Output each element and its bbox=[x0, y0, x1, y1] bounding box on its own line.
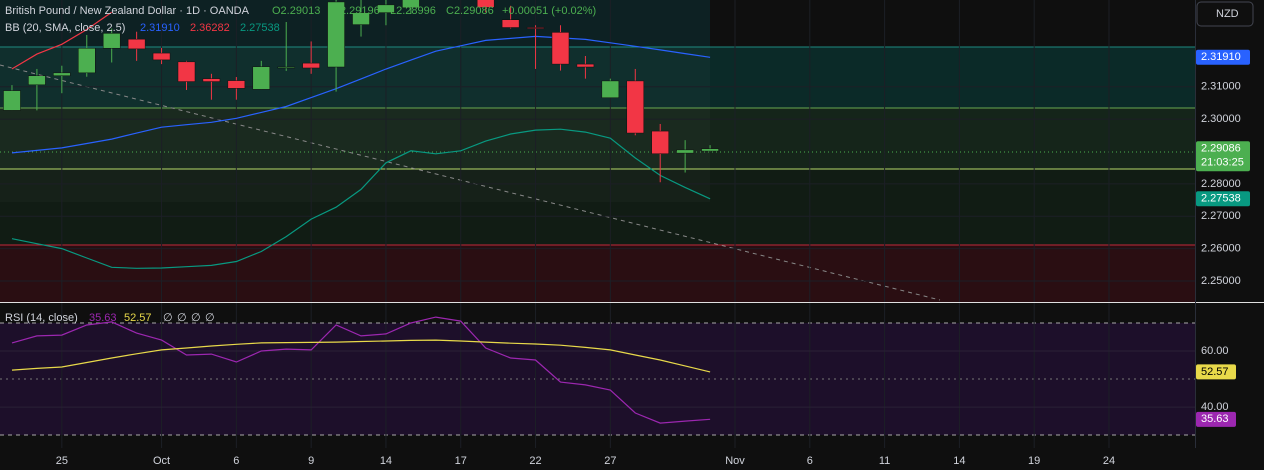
x-tick-label: Nov bbox=[725, 455, 745, 467]
axes: 25 Oct 6 9 14 17 22 27 Nov 6 11 14 19 24 2.31000 2.3000… bbox=[56, 49, 1250, 467]
bb-name: BB (20, SMA, close, 2.5) bbox=[5, 22, 125, 34]
x-tick-label: 11 bbox=[879, 455, 890, 467]
bb-line bbox=[11, 128, 711, 269]
candle-body bbox=[402, 0, 420, 9]
zone bbox=[0, 245, 1195, 302]
axis-price-label: 2.31910 bbox=[1201, 51, 1241, 63]
price-pane bbox=[3, 0, 719, 269]
rsi-empty: ∅ bbox=[205, 312, 215, 324]
rsi-line bbox=[11, 339, 711, 373]
zone bbox=[0, 47, 1195, 108]
candle-body bbox=[3, 90, 21, 111]
x-tick-label: 19 bbox=[1028, 455, 1040, 467]
rsi-empty: ∅ bbox=[163, 312, 173, 324]
axis-price-box bbox=[1196, 141, 1250, 172]
rsi-value: 35.63 bbox=[89, 312, 117, 324]
candle-body bbox=[526, 27, 545, 29]
candle-body bbox=[476, 0, 495, 8]
candle-body bbox=[102, 33, 121, 49]
candle-body bbox=[152, 52, 171, 61]
candle-body bbox=[252, 66, 271, 90]
axis-price-box bbox=[1196, 49, 1250, 65]
candle-body bbox=[576, 63, 595, 68]
axis-price-box bbox=[1196, 191, 1250, 207]
candle-body bbox=[676, 149, 694, 154]
rsi-pane bbox=[11, 316, 711, 424]
bb-value: 2.36282 bbox=[190, 22, 230, 34]
candle-body bbox=[302, 62, 320, 69]
symbol: British Pound / New Zealand Dollar · 1D … bbox=[5, 5, 250, 17]
y-tick-label: 2.30000 bbox=[1201, 113, 1241, 125]
axis-price-label: 2.29086 bbox=[1201, 143, 1241, 155]
bb-value: 2.31910 bbox=[140, 22, 180, 34]
candle-body bbox=[551, 32, 570, 65]
zone bbox=[0, 169, 1195, 245]
rsi-line bbox=[11, 316, 711, 424]
y-tick-label: 2.27000 bbox=[1201, 210, 1241, 222]
countdown: 21:03:25 bbox=[1201, 157, 1244, 169]
ohlc-close: C2.29086 bbox=[446, 5, 494, 17]
ohlc-open: O2.29013 bbox=[272, 5, 320, 17]
bb-value: 2.27538 bbox=[240, 22, 280, 34]
y-tick-label: 2.26000 bbox=[1201, 242, 1241, 254]
currency-button-frame[interactable] bbox=[1196, 1, 1254, 27]
candle-body bbox=[601, 80, 620, 99]
candle-body bbox=[277, 66, 295, 69]
candle-body bbox=[177, 61, 196, 82]
rsi-value-box bbox=[1196, 364, 1236, 380]
candle-body bbox=[501, 19, 520, 28]
zone bbox=[0, 108, 1195, 169]
candle-body bbox=[352, 12, 370, 25]
zone bbox=[0, 47, 710, 202]
candle-body bbox=[651, 130, 669, 155]
rsi-tick-label: 40.00 bbox=[1201, 401, 1229, 413]
x-tick-label: 27 bbox=[604, 455, 616, 467]
rsi-value-label: 35.63 bbox=[1201, 413, 1229, 425]
rsi-tick-label: 60.00 bbox=[1201, 345, 1229, 357]
rsi-name: RSI (14, close) bbox=[5, 312, 78, 324]
axis-price-label: 2.27538 bbox=[1201, 193, 1241, 205]
grid bbox=[0, 0, 1195, 448]
candle-body bbox=[28, 75, 46, 86]
x-tick-label: 22 bbox=[529, 455, 541, 467]
candle-body bbox=[327, 1, 345, 68]
currency-button[interactable]: NZD bbox=[1196, 1, 1254, 27]
x-tick-label: Oct bbox=[153, 455, 170, 467]
rsi-value-label: 52.57 bbox=[1201, 366, 1229, 378]
currency[interactable]: NZD bbox=[1216, 8, 1239, 20]
rsi-value: 52.57 bbox=[124, 312, 152, 324]
candle-body bbox=[53, 72, 71, 76]
ohlc-high: H2.29196 bbox=[332, 5, 380, 17]
y-tick-label: 2.25000 bbox=[1201, 275, 1241, 287]
candle-body bbox=[227, 80, 246, 89]
rsi-empty: ∅ bbox=[177, 312, 187, 324]
x-tick-label: 6 bbox=[807, 455, 813, 467]
candle-body bbox=[626, 80, 645, 134]
trend-line bbox=[0, 64, 941, 301]
x-tick-label: 25 bbox=[56, 455, 68, 467]
y-tick-label: 2.31000 bbox=[1201, 81, 1241, 93]
candle-body bbox=[202, 78, 221, 82]
bb-line bbox=[11, 11, 113, 70]
y-tick-label: 2.28000 bbox=[1201, 178, 1241, 190]
ohlc-low: L2.28996 bbox=[390, 5, 436, 17]
candle-body bbox=[127, 38, 146, 50]
x-tick-label: 14 bbox=[953, 455, 965, 467]
rsi-value-box bbox=[1196, 411, 1236, 427]
candle-body bbox=[377, 4, 395, 13]
candle-body bbox=[701, 148, 719, 152]
candle-body bbox=[78, 47, 96, 74]
legend: British Pound / New Zealand Dollar · 1D … bbox=[5, 5, 596, 324]
zones bbox=[0, 0, 1195, 436]
ohlc-change: +0.00051 (+0.02%) bbox=[502, 5, 596, 17]
bb-line bbox=[11, 35, 711, 154]
x-tick-label: 6 bbox=[233, 455, 239, 467]
x-tick-label: 24 bbox=[1103, 455, 1115, 467]
x-tick-label: 9 bbox=[308, 455, 314, 467]
x-tick-label: 14 bbox=[380, 455, 392, 467]
rsi-empty: ∅ bbox=[191, 312, 201, 324]
x-tick-label: 17 bbox=[455, 455, 467, 467]
